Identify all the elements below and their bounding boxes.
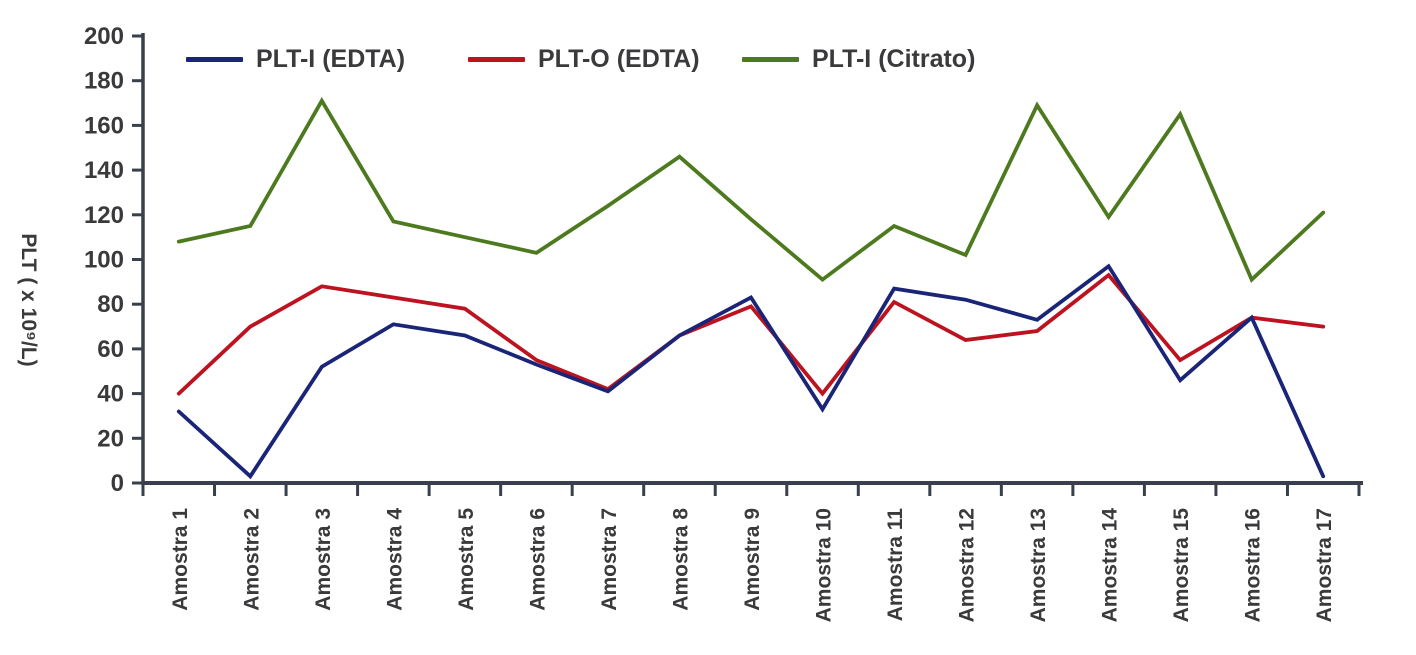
series-line-plt-i-edta- [176, 263, 1326, 480]
y-tick-label: 200 [84, 23, 124, 50]
y-tick-label: 40 [97, 381, 124, 408]
x-category-label: Amostra 3 [312, 508, 335, 611]
x-category-label: Amostra 16 [1242, 508, 1265, 622]
x-category-label: Amostra 8 [669, 508, 692, 611]
y-tick-label: 60 [97, 336, 124, 363]
y-tick-label: 140 [84, 157, 124, 184]
x-category-label: Amostra 2 [240, 508, 263, 611]
x-category-label: Amostra 13 [1027, 508, 1050, 622]
x-category-label: Amostra 17 [1313, 508, 1336, 622]
y-tick-label: 0 [111, 470, 124, 497]
y-tick-label: 120 [84, 202, 124, 229]
x-category-label: Amostra 15 [1170, 508, 1193, 623]
x-category-label: Amostra 11 [884, 508, 907, 622]
y-axis: 0 20 40 60 80 100 120 140 160 180 200 PLT ( x 10⁹/L… [17, 23, 145, 497]
series-line-plt-i-citrato- [176, 97, 1326, 283]
x-category-label: Amostra 5 [455, 508, 478, 611]
y-tick-label: 180 [84, 68, 124, 95]
y-tick-label: 160 [84, 112, 124, 139]
x-category-label: Amostra 1 [169, 508, 192, 611]
y-axis-title: PLT ( x 10⁹/L) [17, 233, 40, 366]
series-lines [176, 97, 1326, 480]
y-tick-label: 100 [84, 247, 124, 274]
x-category-label: Amostra 4 [383, 508, 406, 611]
y-tick-label: 20 [97, 425, 124, 452]
x-axis: Amostra 1 Amostra 2 Amostra 3 Amostra 4 Amos… [141, 481, 1363, 623]
x-category-label: Amostra 9 [741, 508, 764, 611]
x-category-label: Amostra 12 [956, 508, 979, 622]
x-category-label: Amostra 14 [1099, 508, 1122, 623]
y-tick-label: 80 [97, 291, 124, 318]
x-category-label: Amostra 10 [813, 508, 836, 622]
x-category-label: Amostra 6 [526, 508, 549, 611]
x-category-label: Amostra 7 [598, 508, 621, 611]
